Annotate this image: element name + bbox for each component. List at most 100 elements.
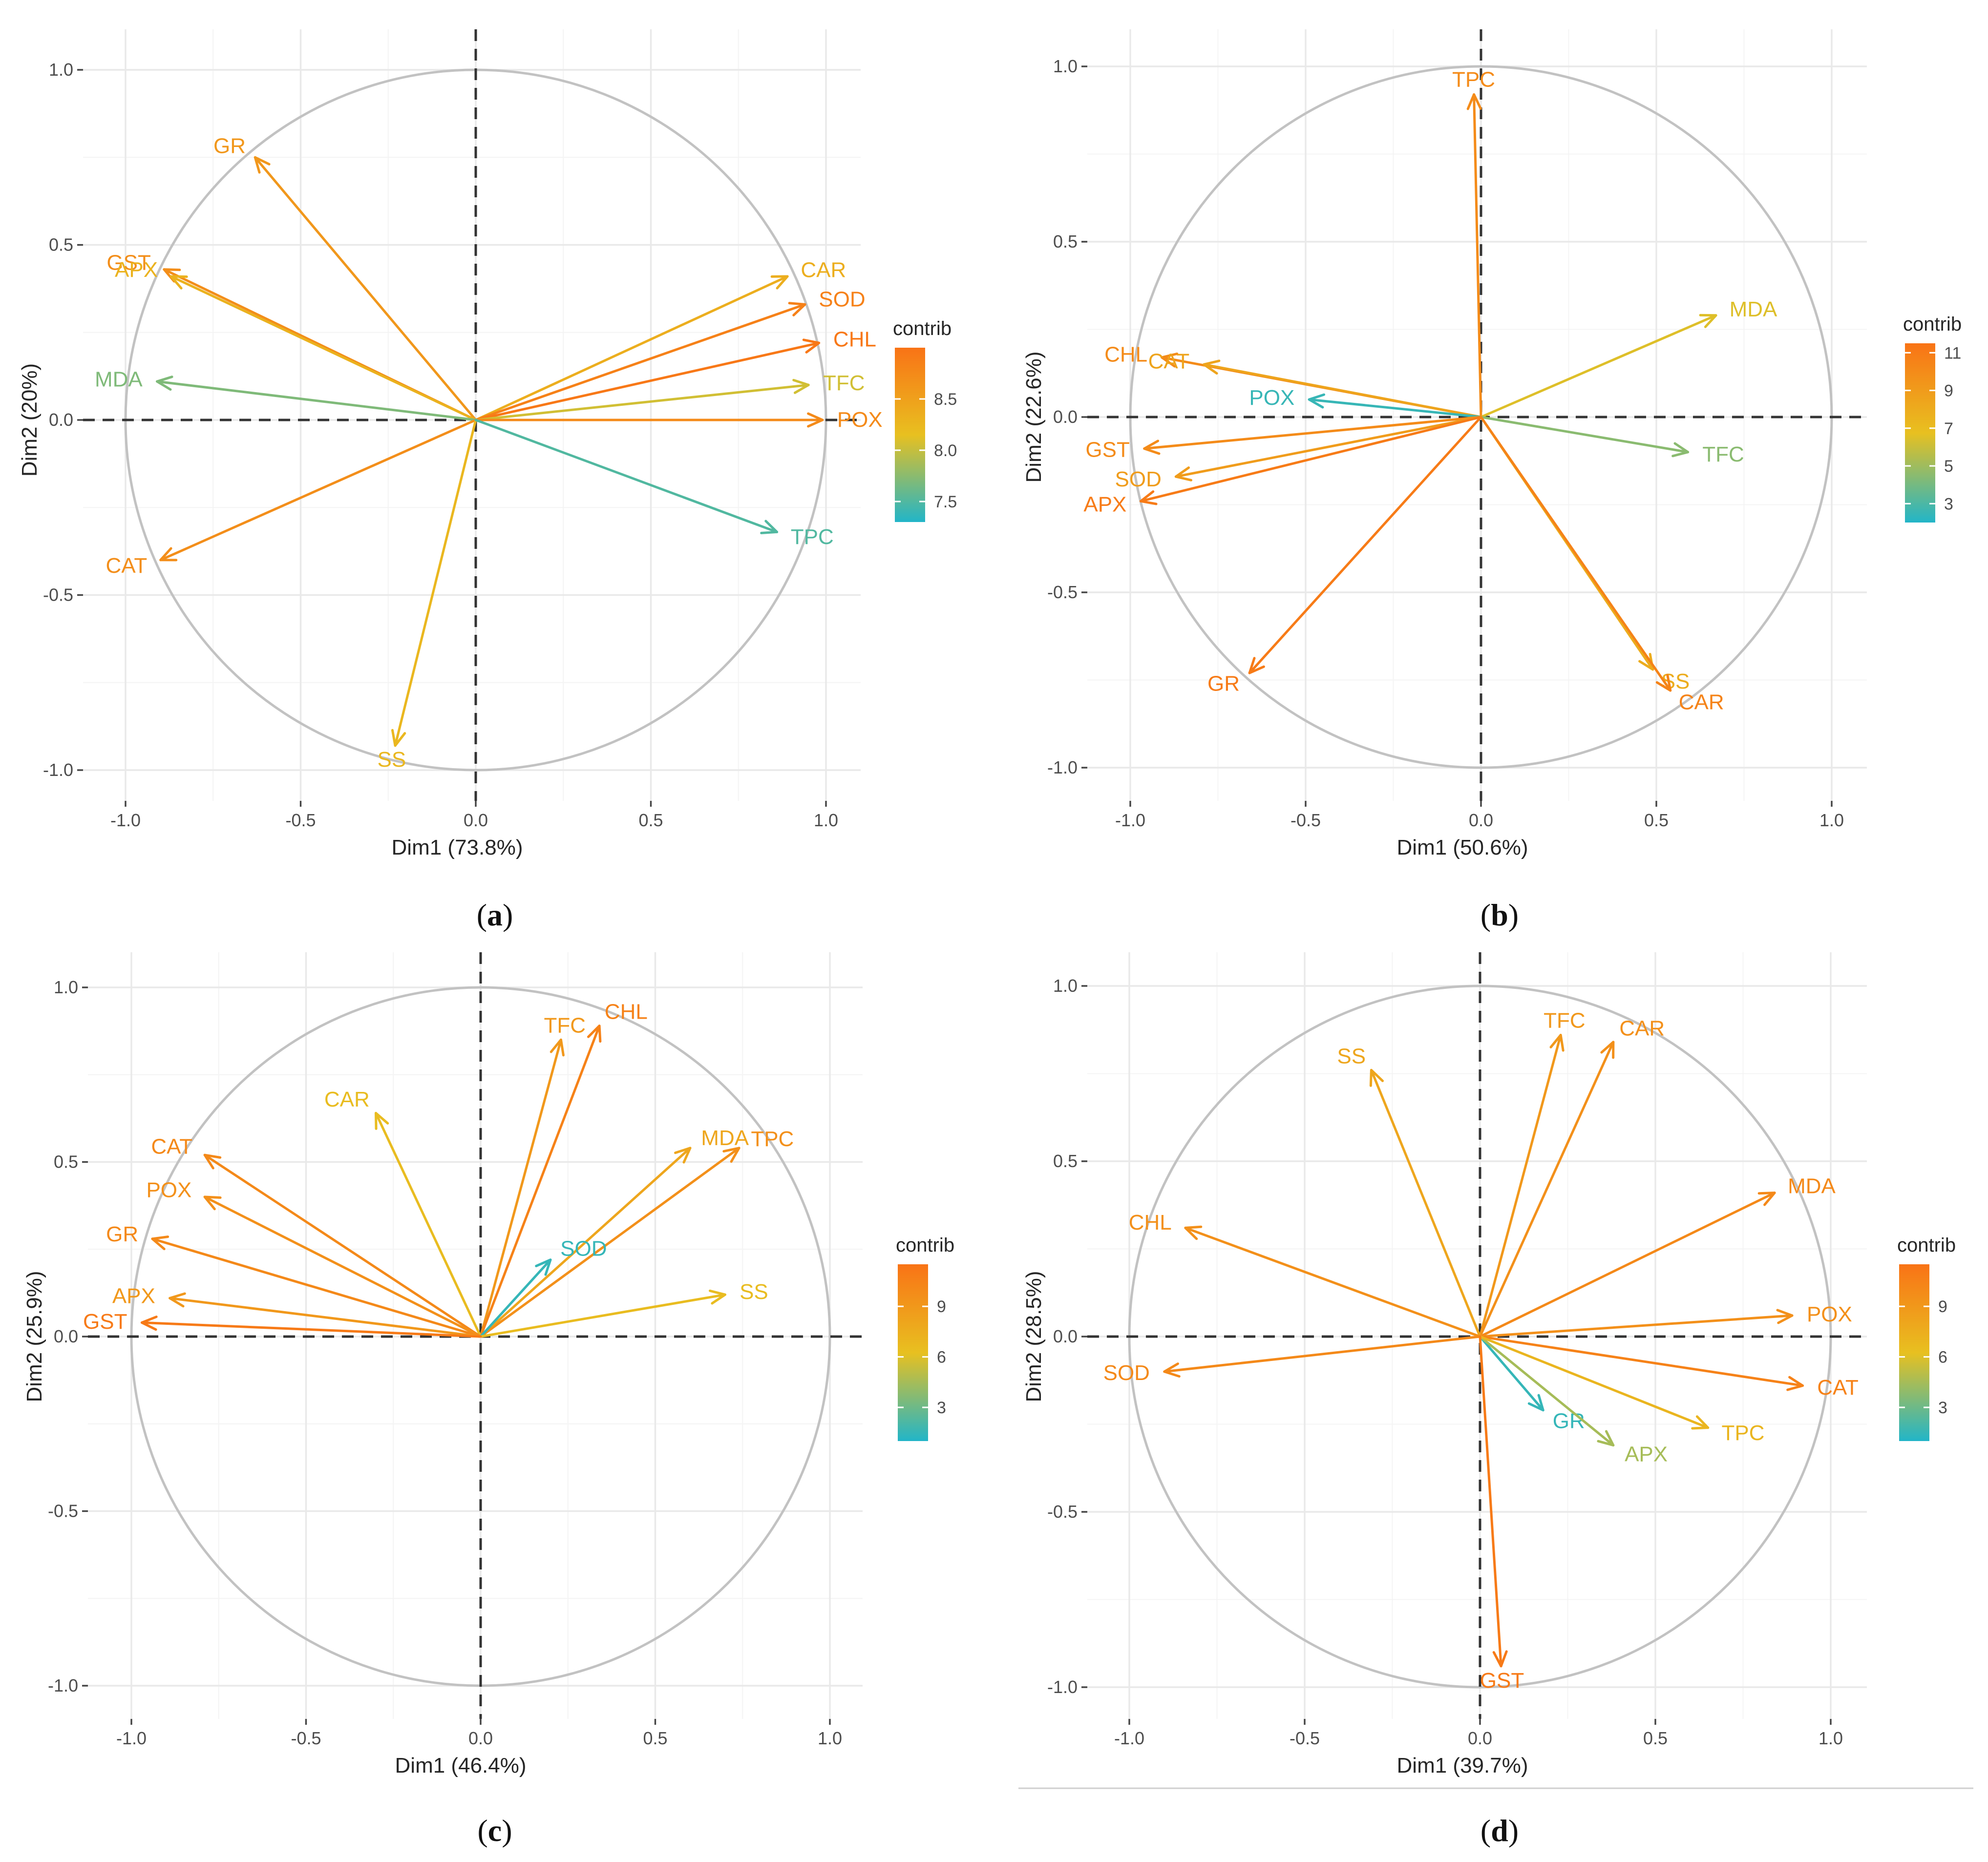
- vector-car: CAR: [324, 1088, 482, 1338]
- vector-line: [1480, 314, 1717, 418]
- vector-label: CHL: [833, 328, 876, 352]
- vector-arrowhead: [1549, 1034, 1565, 1052]
- vector-arrowhead: [1143, 439, 1161, 455]
- vector-tpc: TPC: [1479, 1335, 1765, 1445]
- vector-label: CAR: [1679, 690, 1724, 714]
- legend-colorbar: [1905, 343, 1935, 523]
- vector-line: [140, 1321, 482, 1338]
- vector-label: TPC: [1722, 1421, 1765, 1445]
- vector-tfc: TFC: [1479, 1009, 1586, 1338]
- legend-title: contrib: [896, 1234, 954, 1256]
- vector-line: [474, 418, 779, 533]
- vector-cat: CAT: [1479, 1335, 1859, 1400]
- vector-line: [1479, 1335, 1804, 1387]
- vector-label: TFC: [823, 371, 865, 395]
- vector-arrowhead: [1466, 93, 1482, 110]
- panel-caption: (c): [477, 1813, 512, 1848]
- vector-arrowhead: [1757, 1192, 1776, 1206]
- vector-arrowhead: [1492, 1650, 1508, 1668]
- contrib-legend: contrib 3 6 9: [896, 1234, 954, 1441]
- legend-tick-label: 9: [1944, 382, 1953, 400]
- y-tick-label: 0.5: [49, 235, 73, 255]
- vector-label: CAR: [1619, 1017, 1665, 1041]
- vector-arrowhead: [391, 729, 406, 747]
- x-axis-label: Dim1 (50.6%): [1397, 836, 1528, 859]
- vector-label: APX: [115, 258, 158, 282]
- legend-tick-label: 9: [1938, 1297, 1947, 1316]
- contrib-legend: contrib 3 5 7 9 11: [1903, 314, 1962, 523]
- vector-chl: CHL: [479, 1000, 648, 1338]
- vector-label: MDA: [1788, 1174, 1836, 1198]
- x-tick-label: 1.0: [1819, 810, 1844, 830]
- vector-line: [1479, 1335, 1544, 1412]
- vector-line: [1479, 1335, 1615, 1447]
- vector-label: CAT: [151, 1135, 192, 1159]
- vector-arrowhead: [169, 275, 188, 290]
- vector-label: TPC: [1452, 67, 1495, 91]
- vector-arrowhead: [156, 376, 173, 391]
- vector-pox: POX: [1479, 1302, 1852, 1338]
- vector-line: [1479, 1335, 1502, 1668]
- legend-tick-label: 8.0: [934, 441, 957, 460]
- vector-arrowhead: [802, 338, 821, 354]
- vector-label: GST: [1480, 1669, 1524, 1693]
- vector-label: GR: [213, 134, 246, 158]
- vector-arrowhead: [1527, 1394, 1544, 1412]
- y-tick-label: -1.0: [1047, 757, 1078, 777]
- x-tick-label: 0.5: [1643, 1728, 1668, 1748]
- legend-tick-label: 5: [1944, 457, 1953, 476]
- panel-caption: (a): [477, 898, 513, 932]
- vector-label: SOD: [560, 1237, 607, 1261]
- vector-cat: CAT: [106, 418, 477, 578]
- vector-arrowhead: [550, 1038, 565, 1057]
- vector-tpc: TPC: [1452, 67, 1495, 418]
- vector-line: [474, 341, 821, 421]
- x-tick-label: 0.0: [468, 1728, 493, 1748]
- y-tick-label: -0.5: [1047, 1502, 1078, 1522]
- x-axis-label: Dim1 (73.8%): [392, 836, 523, 859]
- vector-arrowhead: [1776, 1309, 1794, 1324]
- vector-line: [1480, 416, 1690, 454]
- vector-gr: GR: [1479, 1335, 1585, 1433]
- x-tick-label: -1.0: [110, 810, 141, 830]
- y-tick-label: -0.5: [48, 1501, 78, 1521]
- vector-gr: GR: [213, 134, 477, 421]
- legend-tick-label: 8.5: [934, 390, 957, 409]
- legend-tick-label: 6: [937, 1348, 946, 1367]
- y-tick-label: 1.0: [1053, 976, 1078, 996]
- vector-label: TFC: [1544, 1009, 1586, 1033]
- panel-a: -1.0 -1.0 -0.5 -0.5 0.0 0.0 0.5 0.5 1.0 1.0 Dim1 (…: [18, 29, 957, 932]
- x-tick-label: 0.5: [643, 1728, 667, 1748]
- vector-line: [1479, 1034, 1562, 1338]
- vector-chl: CHL: [474, 328, 876, 421]
- vector-arrowhead: [1786, 1376, 1804, 1391]
- vector-label: CHL: [1104, 342, 1147, 366]
- vector-label: MDA: [95, 368, 143, 392]
- vector-line: [474, 303, 806, 421]
- vector-pox: POX: [1249, 386, 1482, 418]
- caption-letter: c: [488, 1813, 502, 1848]
- contrib-legend: contrib 7.5 8.0 8.5: [893, 318, 957, 522]
- vector-arrowhead: [1699, 314, 1717, 328]
- vector-label: CHL: [605, 1000, 648, 1024]
- legend-colorbar: [895, 348, 925, 522]
- vector-arrowhead: [1161, 352, 1179, 368]
- vector-line: [1163, 1335, 1481, 1373]
- vector-label: TPC: [791, 525, 834, 549]
- vector-arrowhead: [770, 275, 789, 290]
- vector-arrowhead: [169, 1292, 186, 1308]
- legend-tick-label: 6: [1938, 1348, 1947, 1367]
- vector-line: [1480, 416, 1672, 692]
- vector-tpc: TPC: [474, 418, 834, 549]
- vector-arrowhead: [1248, 657, 1265, 674]
- vector-label: CAR: [801, 258, 846, 282]
- legend-tick-label: 7: [1944, 419, 1953, 438]
- y-tick-label: 1.0: [49, 60, 73, 80]
- vector-line: [474, 275, 789, 421]
- vector-arrowhead: [535, 1258, 552, 1276]
- y-tick-label: 0.5: [1053, 1151, 1078, 1171]
- caption-close: ): [1508, 898, 1519, 932]
- vector-line: [479, 1147, 692, 1338]
- vector-line: [1140, 416, 1482, 502]
- vector-tfc: TFC: [474, 371, 865, 421]
